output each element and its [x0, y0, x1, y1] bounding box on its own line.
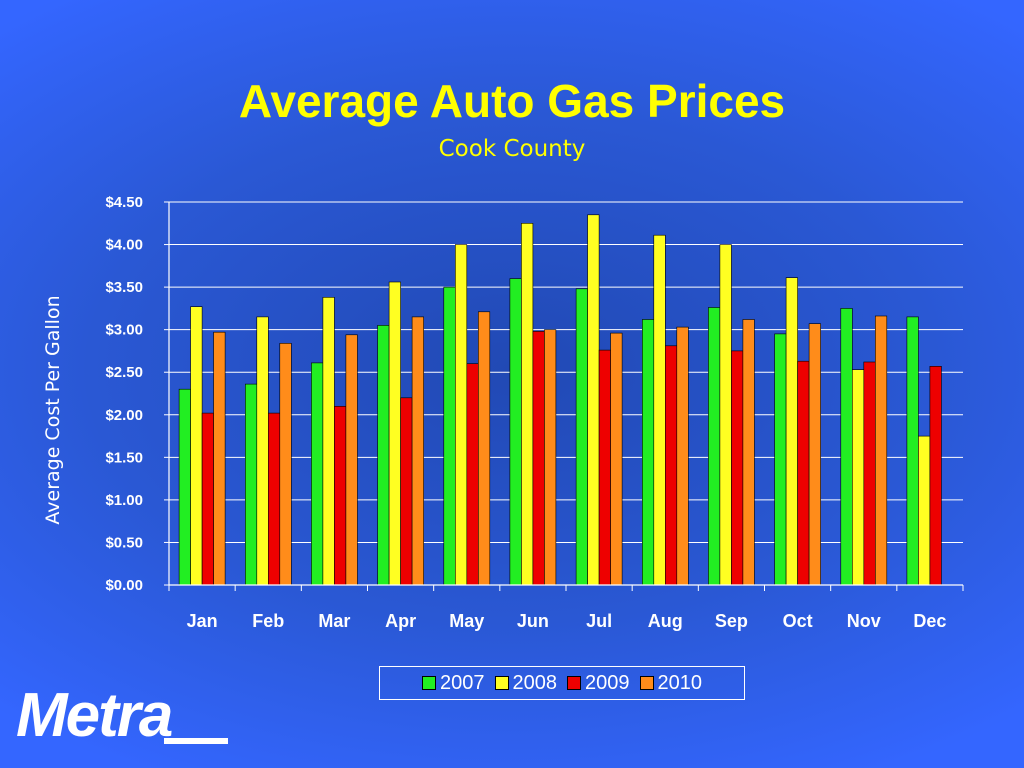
bar-2007-mar — [311, 362, 324, 586]
bar-2009-apr — [400, 397, 413, 586]
axes — [164, 201, 964, 591]
bar-2009-may — [466, 363, 479, 586]
bar-2009-aug — [664, 345, 678, 586]
logo-text: Metra — [16, 681, 172, 750]
bar-2007-oct — [774, 333, 787, 586]
x-tick-labels: Jan Feb Mar Apr May Jun Jul Aug Sep Oct Nov Dec — [187, 611, 947, 631]
bar-2007-may — [443, 286, 456, 586]
bar-2008-nov — [851, 369, 865, 586]
bar-2010-mar — [345, 334, 358, 586]
x-tick-label: Mar — [318, 611, 350, 631]
bar-2010-jan — [213, 331, 226, 586]
x-tick-label: May — [449, 611, 484, 631]
x-tick-label: Jan — [187, 611, 218, 631]
legend-item-2010: 2010 — [639, 671, 703, 695]
legend-swatch-2007 — [422, 676, 436, 690]
y-tick-label: $2.00 — [105, 407, 143, 424]
bar-2010-feb — [279, 342, 292, 586]
y-tick-label: $2.50 — [105, 364, 143, 381]
bar-2007-dec — [906, 316, 919, 586]
legend-item-2008: 2008 — [494, 671, 558, 695]
y-axis-label: Average Cost Per Gallon — [42, 295, 64, 524]
bars — [178, 214, 942, 586]
bar-2010-jul — [610, 332, 623, 586]
bar-2008-jun — [521, 223, 534, 586]
metra-logo: Metra — [16, 681, 228, 750]
bar-2010-nov — [874, 315, 888, 586]
bar-2008-jan — [190, 306, 203, 586]
y-tick-label: $0.50 — [105, 534, 143, 551]
legend-item-2009: 2009 — [567, 672, 630, 695]
y-tick-label: $1.00 — [105, 492, 143, 509]
bar-2010-oct — [808, 323, 821, 586]
bar-2007-jun — [509, 278, 522, 586]
legend-label-2009: 2009 — [585, 671, 630, 694]
bar-2008-sep — [719, 244, 732, 586]
x-tick-label: Apr — [385, 611, 416, 631]
bar-2009-sep — [731, 350, 744, 586]
legend-swatch-2009 — [567, 676, 581, 690]
legend-swatch-2008 — [494, 676, 509, 690]
bar-2009-jul — [598, 349, 611, 586]
legend-swatch-2010 — [639, 676, 654, 690]
bar-2007-feb — [245, 383, 258, 586]
bar-2007-sep — [708, 307, 721, 586]
x-tick-label: Nov — [847, 611, 881, 631]
bar-2010-may — [477, 311, 491, 586]
bar-2008-mar — [322, 296, 335, 586]
bar-2009-mar — [334, 405, 347, 586]
legend-label-2007: 2007 — [440, 671, 485, 694]
y-tick-label: $4.50 — [105, 194, 143, 211]
chart-title: Average Auto Gas Prices — [238, 75, 786, 127]
x-tick-label: Aug — [648, 611, 683, 631]
logo-underline — [164, 738, 228, 744]
bar-2010-jun — [544, 329, 557, 586]
bar-2008-oct — [785, 277, 798, 586]
bar-2009-dec — [929, 365, 942, 586]
bar-2008-dec — [918, 435, 931, 586]
legend-label-2008: 2008 — [512, 671, 558, 694]
x-tick-label: Dec — [913, 611, 946, 631]
bar-2009-feb — [267, 412, 281, 586]
y-tick-label: $1.50 — [105, 449, 143, 466]
bar-2008-aug — [653, 234, 666, 586]
x-tick-label: Feb — [252, 611, 284, 631]
bar-2007-jul — [575, 288, 588, 586]
bar-2007-aug — [641, 319, 655, 586]
x-tick-label: Sep — [715, 611, 748, 631]
bar-2009-jan — [201, 412, 214, 586]
bar-2010-aug — [676, 326, 689, 586]
gridlines — [169, 201, 963, 543]
bar-2009-jun — [532, 331, 545, 586]
y-tick-label: $3.00 — [105, 322, 143, 339]
y-tick-label: $0.00 — [105, 577, 143, 594]
y-tick-label: $3.50 — [105, 279, 143, 296]
bar-2008-apr — [388, 281, 401, 586]
bar-2009-oct — [797, 360, 810, 586]
legend-label-2010: 2010 — [657, 671, 703, 694]
x-tick-label: Jul — [586, 611, 612, 631]
chart-subtitle: Cook County — [438, 136, 586, 162]
bar-2008-jul — [587, 214, 600, 586]
bar-2009-nov — [863, 361, 876, 586]
bar-2007-jan — [178, 388, 191, 586]
bar-2008-may — [454, 244, 468, 586]
y-tick-label: $4.00 — [105, 237, 143, 254]
bar-2008-feb — [256, 316, 269, 586]
y-tick-labels: $0.00 $0.50 $1.00 $1.50 $2.00 $2.50 $3.00 $3.50… — [105, 194, 143, 594]
bar-2010-apr — [411, 316, 424, 586]
legend-item-2007: 2007 — [422, 672, 485, 695]
x-tick-label: Jun — [517, 611, 549, 631]
x-tick-label: Oct — [783, 611, 813, 631]
bar-2007-nov — [840, 308, 853, 586]
bar-2007-apr — [377, 325, 390, 586]
bar-2010-sep — [742, 319, 755, 586]
legend: 2007 2008 2009 2010 — [379, 666, 745, 700]
